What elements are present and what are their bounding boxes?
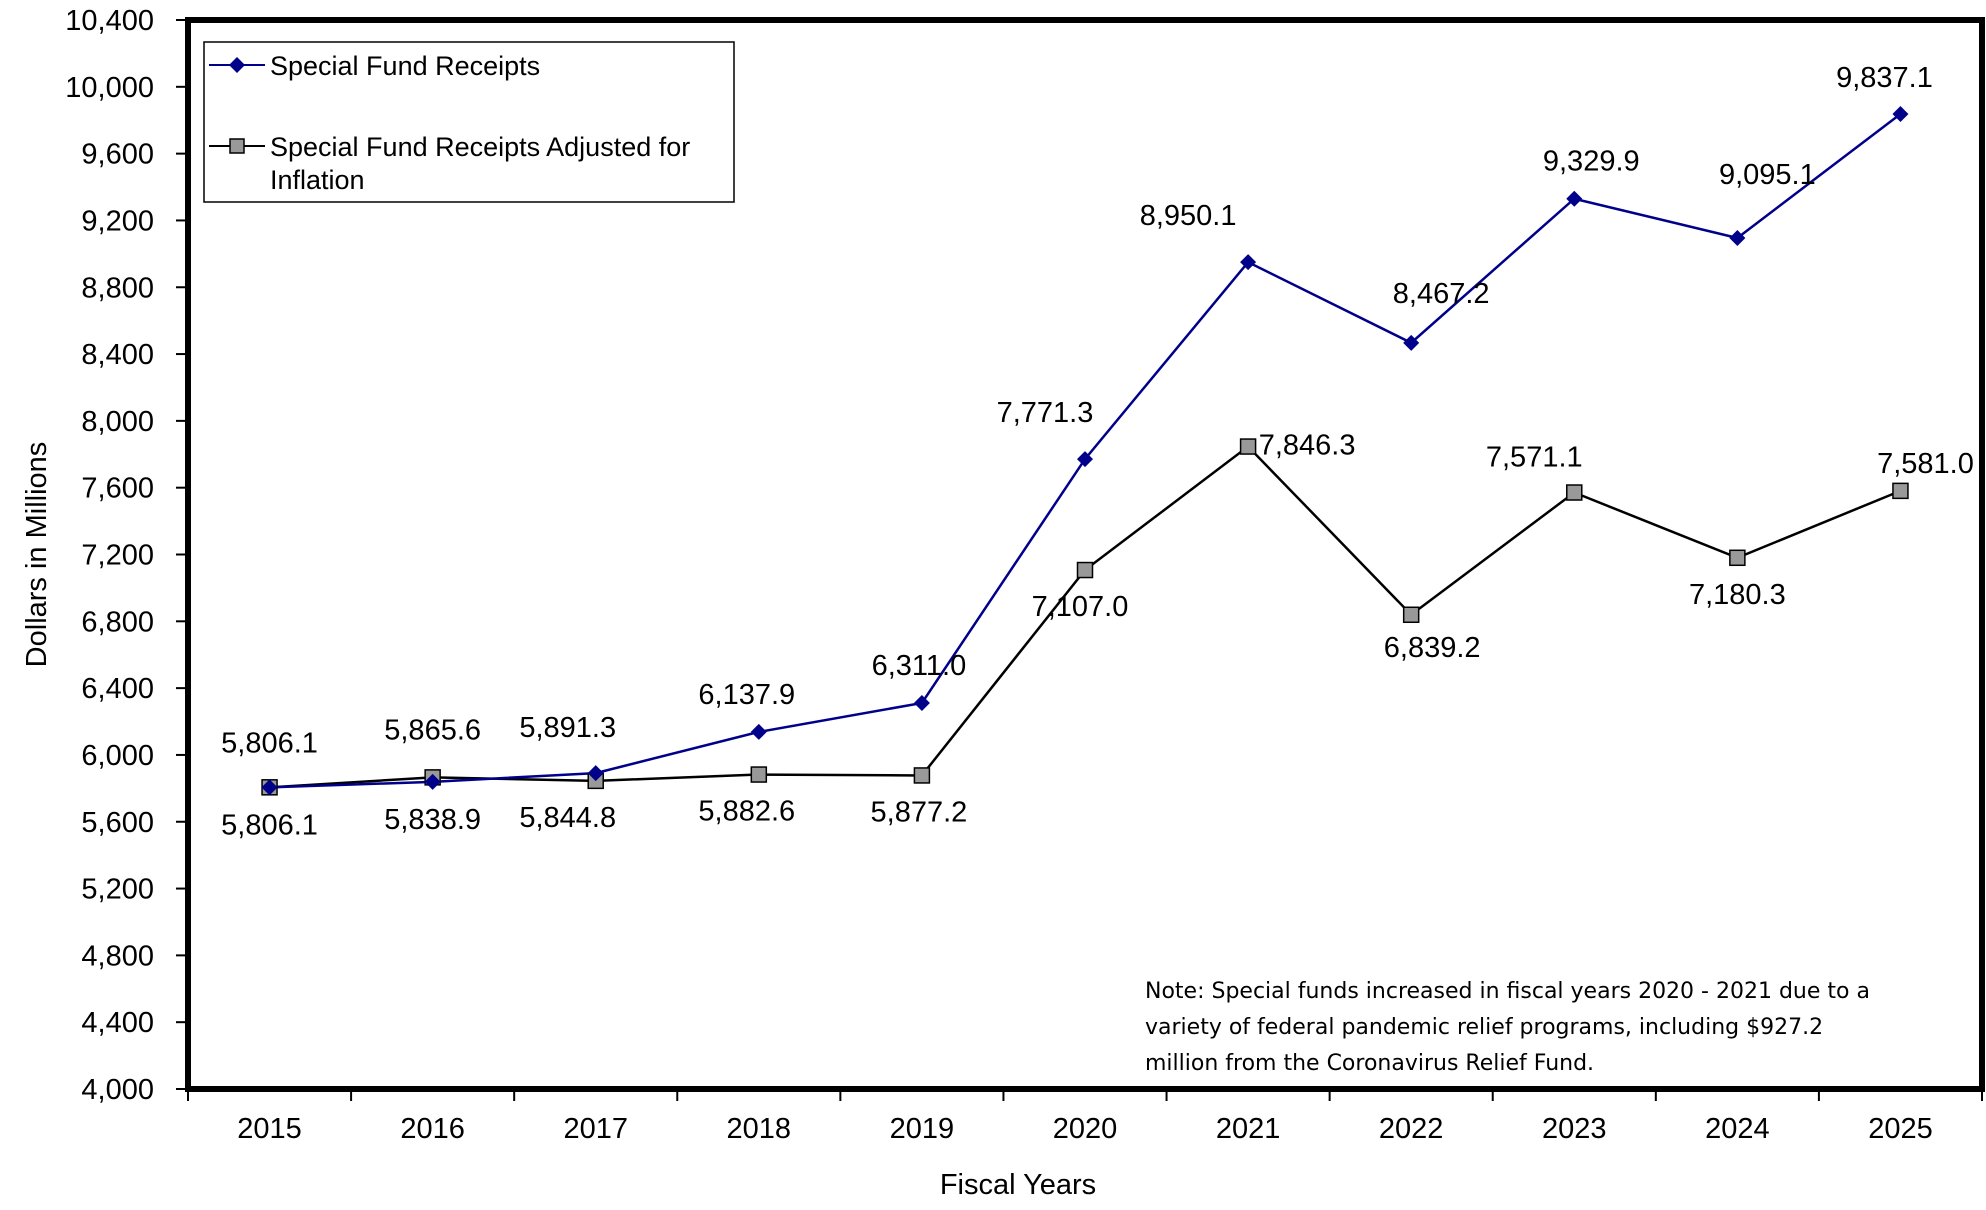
data-labels: 5,806.1 5,838.9 5,891.3 6,137.9 6,311.0 7,771… — [221, 62, 1974, 841]
data-label: 6,137.9 — [698, 679, 795, 711]
y-axis-title: Dollars in Millions — [21, 442, 53, 668]
data-point-adjusted-for-inflation — [750, 766, 768, 783]
x-axis-title: Fiscal Years — [940, 1169, 1096, 1201]
y-tick-label: 10,000 — [65, 72, 154, 104]
data-label: 5,806.1 — [221, 727, 318, 759]
data-label: 8,467.2 — [1393, 278, 1490, 310]
y-axis-ticks: 4,000 4,400 4,800 5,200 5,600 6,000 6,400 6,800… — [65, 5, 188, 1106]
legend-label-adjusted-for-inflation: Special Fund Receipts Adjusted for Inflat… — [270, 132, 690, 195]
data-label: 5,865.6 — [384, 714, 481, 746]
data-label: 9,095.1 — [1719, 159, 1816, 191]
data-point-special-fund-receipts — [587, 765, 604, 782]
y-tick-label: 5,600 — [81, 807, 154, 839]
x-tick-label: 2021 — [1216, 1113, 1281, 1145]
x-tick-label: 2018 — [727, 1113, 792, 1145]
x-tick-label: 2023 — [1542, 1113, 1607, 1145]
data-point-adjusted-for-inflation — [1076, 561, 1094, 579]
data-point-adjusted-for-inflation — [1402, 606, 1420, 624]
x-tick-label: 2020 — [1053, 1113, 1118, 1145]
note-line: Note: Special funds increased in fiscal … — [1145, 979, 1870, 1004]
y-tick-label: 6,800 — [81, 606, 154, 638]
data-label: 6,839.2 — [1384, 632, 1481, 664]
data-label: 5,877.2 — [871, 796, 968, 828]
y-tick-label: 6,400 — [81, 673, 154, 705]
data-point-adjusted-for-inflation — [913, 767, 931, 784]
x-tick-label: 2024 — [1705, 1113, 1770, 1145]
data-label: 5,891.3 — [519, 712, 616, 744]
x-axis-ticks: 2015 2016 2017 2018 2019 2020 2021 2022 2023 2024… — [187, 1089, 1983, 1145]
data-label: 5,844.8 — [519, 802, 616, 834]
data-point-special-fund-receipts — [1240, 254, 1257, 271]
y-tick-label: 9,200 — [81, 205, 154, 237]
y-tick-label: 4,800 — [81, 940, 154, 972]
data-point-special-fund-receipts — [750, 723, 767, 740]
y-tick-label: 4,400 — [81, 1007, 154, 1039]
y-tick-label: 6,000 — [81, 740, 154, 772]
data-label: 7,846.3 — [1259, 430, 1356, 462]
series-layer — [261, 106, 1909, 796]
data-point-adjusted-for-inflation — [1892, 482, 1909, 500]
x-tick-label: 2019 — [890, 1113, 955, 1145]
data-label: 8,950.1 — [1140, 200, 1237, 232]
data-point-special-fund-receipts — [261, 779, 278, 796]
data-label: 5,882.6 — [698, 796, 795, 828]
data-label: 6,311.0 — [872, 650, 967, 682]
data-point-special-fund-receipts — [1729, 229, 1746, 246]
note-annotation: Note: Special funds increased in fiscal … — [1145, 979, 1870, 1076]
data-point-special-fund-receipts — [1403, 334, 1420, 351]
x-tick-label: 2025 — [1868, 1113, 1933, 1145]
legend-label-special-fund-receipts: Special Fund Receipts — [270, 51, 540, 81]
data-point-special-fund-receipts — [424, 773, 441, 790]
data-label: 7,581.0 — [1877, 448, 1974, 480]
data-label: 7,107.0 — [1032, 591, 1129, 623]
data-point-special-fund-receipts — [1566, 190, 1583, 207]
legend-square-marker — [229, 138, 245, 154]
data-point-special-fund-receipts — [913, 694, 930, 711]
series-line-special-fund-receipts — [269, 113, 1902, 789]
x-tick-label: 2017 — [563, 1113, 628, 1145]
note-line: million from the Coronavirus Relief Fund… — [1145, 1051, 1594, 1076]
legend: Special Fund Receipts Special Fund Recei… — [203, 41, 735, 203]
data-label: 9,837.1 — [1836, 62, 1933, 94]
data-label: 9,329.9 — [1543, 146, 1640, 178]
x-tick-label: 2022 — [1379, 1113, 1444, 1145]
x-tick-label: 2015 — [237, 1113, 302, 1145]
data-label: 7,180.3 — [1689, 579, 1786, 611]
y-tick-label: 5,200 — [81, 874, 154, 906]
y-tick-label: 8,400 — [81, 339, 154, 371]
data-label: 7,571.1 — [1486, 442, 1583, 474]
note-line: variety of federal pandemic relief progr… — [1145, 1015, 1823, 1040]
y-tick-label: 9,600 — [81, 139, 154, 171]
legend-box — [203, 41, 735, 203]
y-tick-label: 8,000 — [81, 406, 154, 438]
data-point-adjusted-for-inflation — [1239, 438, 1257, 455]
x-tick-label: 2016 — [400, 1113, 465, 1145]
data-point-special-fund-receipts — [1892, 106, 1909, 123]
data-label: 5,838.9 — [384, 804, 481, 836]
y-tick-label: 7,600 — [81, 473, 154, 505]
plot-frame — [185, 17, 1985, 1092]
data-point-adjusted-for-inflation — [1729, 549, 1746, 567]
data-point-adjusted-for-inflation — [1566, 484, 1583, 501]
y-tick-label: 8,800 — [81, 272, 154, 304]
data-label: 7,771.3 — [997, 397, 1094, 429]
y-tick-label: 10,400 — [65, 5, 154, 37]
legend-diamond-marker — [229, 57, 245, 73]
y-tick-label: 7,200 — [81, 540, 154, 572]
data-label: 5,806.1 — [221, 809, 318, 841]
data-point-special-fund-receipts — [1077, 451, 1093, 468]
y-tick-label: 4,000 — [81, 1074, 154, 1106]
